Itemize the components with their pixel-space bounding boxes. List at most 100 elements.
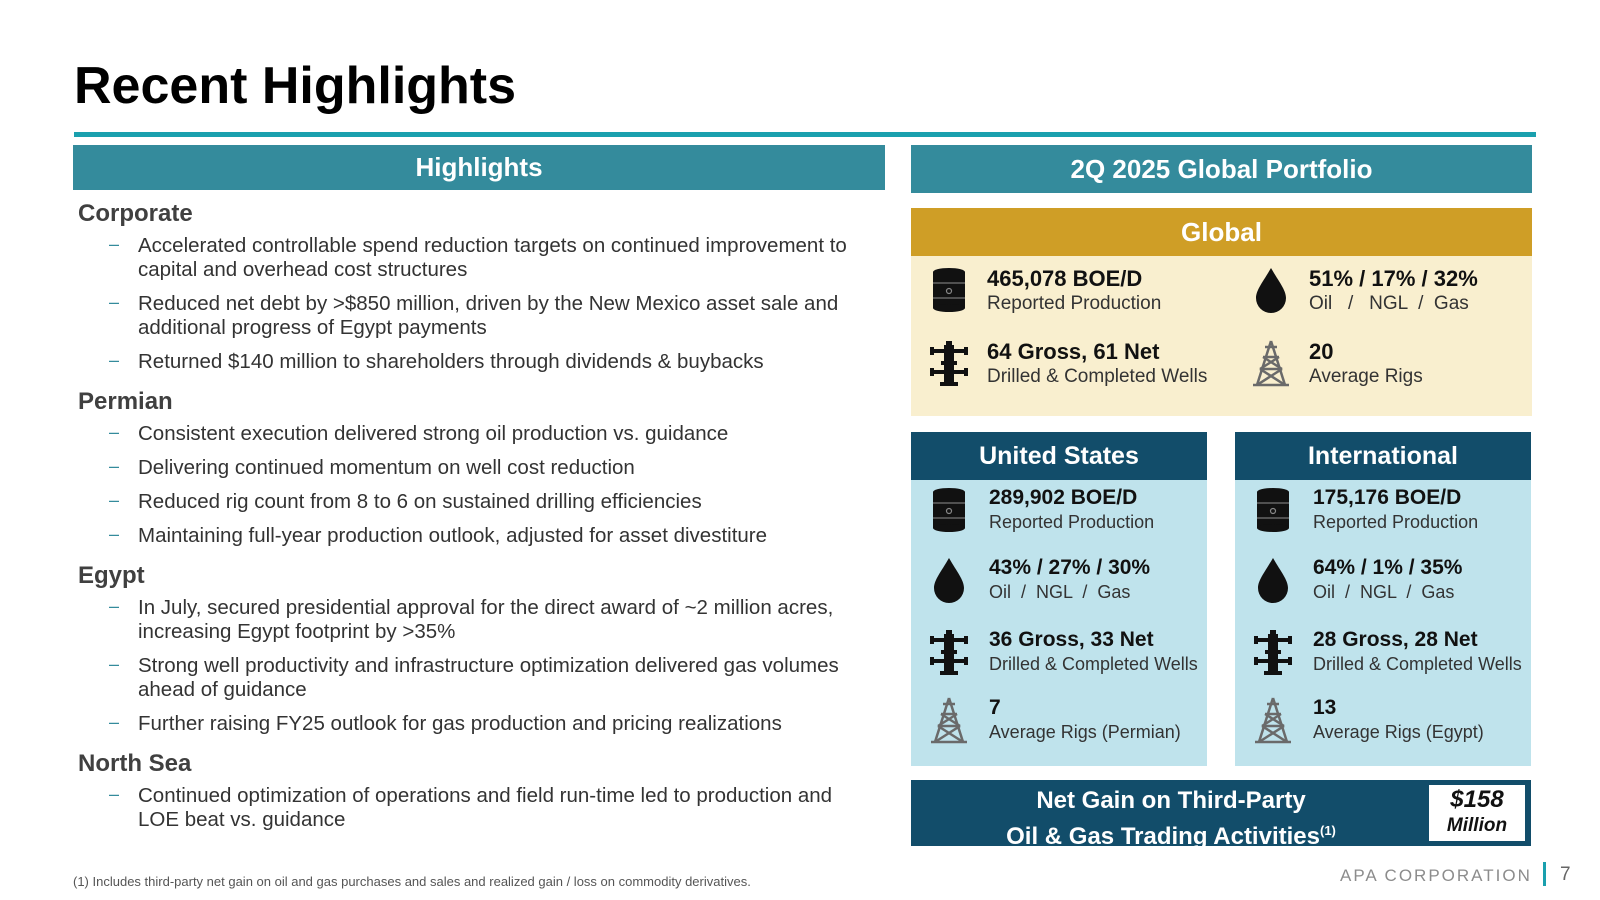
us-panel: 289,902 BOE/D Reported Production 43% / …: [911, 480, 1207, 766]
bullet-text: Continued optimization of operations and…: [138, 784, 833, 831]
international-panel: 175,176 BOE/D Reported Production 64% / …: [1235, 480, 1531, 766]
us-mix-value: 43% / 27% / 30%: [989, 556, 1151, 579]
trading-gain-line1: Net Gain on Third-Party: [1036, 787, 1306, 814]
highlights-header: Highlights: [73, 145, 885, 190]
us-rigs-value: 7: [989, 696, 1001, 719]
bullet-dash-icon: –: [109, 596, 120, 616]
bullet-dash-icon: –: [109, 524, 120, 544]
bullet-item: – Further raising FY25 outlook for gas pr…: [78, 712, 878, 736]
oil-barrel-icon: [1253, 486, 1293, 534]
drilling-rig-icon: [1253, 696, 1293, 744]
bullet-text: Maintaining full-year production outlook…: [138, 524, 768, 547]
global-production-value: 465,078 BOE/D: [987, 266, 1143, 291]
page-title: Recent Highlights: [74, 57, 517, 115]
us-rigs-label: Average Rigs (Permian): [989, 722, 1181, 742]
title-divider: [74, 132, 1536, 137]
bullet-list: – In July, secured presidential approval …: [78, 596, 878, 736]
global-header: Global: [911, 208, 1532, 256]
bullet-text: Further raising FY25 outlook for gas pro…: [138, 712, 782, 735]
bullet-dash-icon: –: [109, 292, 120, 312]
bullet-item: – Continued optimization of operations an…: [78, 784, 878, 832]
intl-rigs-value: 13: [1313, 696, 1337, 719]
us-wells-value: 36 Gross, 33 Net: [989, 628, 1154, 651]
wellhead-icon: [929, 628, 969, 676]
bullet-item: – Reduced net debt by >$850 million, driv…: [78, 292, 878, 340]
oil-drop-icon: [1251, 266, 1291, 314]
trading-gain-label: Net Gain on Third-Party Oil & Gas Tradin…: [911, 786, 1431, 852]
bullet-text: Accelerated controllable spend reduction…: [138, 234, 847, 281]
bullet-text: In July, secured presidential approval f…: [138, 596, 834, 643]
us-wells-label: Drilled & Completed Wells: [989, 654, 1198, 674]
bullet-dash-icon: –: [109, 654, 120, 674]
drilling-rig-icon: [929, 696, 969, 744]
brand-name: APA CORPORATION: [1340, 866, 1532, 885]
bullet-text: Consistent execution delivered strong oi…: [138, 422, 729, 445]
bullet-list: – Consistent execution delivered strong o…: [78, 422, 878, 548]
trading-gain-line2: Oil & Gas Trading Activities: [1006, 823, 1320, 850]
page-number: 7: [1560, 864, 1571, 885]
global-panel: 465,078 BOE/D Reported Production 51% / …: [911, 256, 1532, 416]
portfolio-header: 2Q 2025 Global Portfolio: [911, 145, 1532, 193]
intl-wells-label: Drilled & Completed Wells: [1313, 654, 1522, 674]
international-header: International: [1235, 432, 1531, 480]
bullet-dash-icon: –: [109, 784, 120, 804]
trading-gain-unit: Million: [1446, 815, 1508, 836]
bullet-dash-icon: –: [109, 490, 120, 510]
bullet-dash-icon: –: [109, 456, 120, 476]
section-title: Egypt: [78, 562, 145, 589]
bullet-dash-icon: –: [109, 350, 120, 370]
trading-gain-value-box: $158 Million: [1429, 785, 1525, 841]
drilling-rig-icon: [1251, 339, 1291, 387]
bullet-item: – Strong well productivity and infrastruc…: [78, 654, 878, 702]
global-mix-label: Oil / NGL / Gas: [1309, 293, 1469, 314]
bullet-item: – Reduced rig count from 8 to 6 on sustai…: [78, 490, 878, 514]
footer-divider: [1543, 862, 1546, 886]
global-wells-label: Drilled & Completed Wells: [987, 366, 1208, 387]
bullet-item: – Maintaining full-year production outloo…: [78, 524, 878, 548]
footnote-mark: (1): [1319, 823, 1336, 838]
trading-gain-box: Net Gain on Third-Party Oil & Gas Tradin…: [911, 780, 1531, 850]
bullet-item: – Accelerated controllable spend reductio…: [78, 234, 878, 282]
bullet-text: Strong well productivity and infrastruct…: [138, 654, 839, 701]
bullet-dash-icon: –: [109, 712, 120, 732]
section-title: Corporate: [78, 200, 193, 227]
footnote: (1) Includes third-party net gain on oil…: [73, 874, 751, 889]
us-production-label: Reported Production: [989, 512, 1155, 532]
global-mix-value: 51% / 17% / 32%: [1309, 266, 1478, 291]
bullet-dash-icon: –: [109, 422, 120, 442]
global-rigs-label: Average Rigs: [1309, 366, 1423, 387]
wellhead-icon: [1253, 628, 1293, 676]
trading-gain-value: $158: [1450, 786, 1504, 813]
intl-mix-label: Oil / NGL / Gas: [1313, 582, 1455, 602]
oil-drop-icon: [1253, 556, 1293, 604]
bullet-text: Delivering continued momentum on well co…: [138, 456, 635, 479]
wellhead-icon: [929, 339, 969, 387]
oil-barrel-icon: [929, 266, 969, 314]
global-wells-value: 64 Gross, 61 Net: [987, 339, 1160, 364]
bullet-list: – Accelerated controllable spend reductio…: [78, 234, 878, 374]
bullet-dash-icon: –: [109, 234, 120, 254]
intl-rigs-label: Average Rigs (Egypt): [1313, 722, 1484, 742]
bullet-item: – Returned $140 million to shareholders t…: [78, 350, 878, 374]
intl-mix-value: 64% / 1% / 35%: [1313, 556, 1463, 579]
bullet-item: – Delivering continued momentum on well c…: [78, 456, 878, 480]
us-header: United States: [911, 432, 1207, 480]
intl-production-label: Reported Production: [1313, 512, 1479, 532]
oil-drop-icon: [929, 556, 969, 604]
intl-production-value: 175,176 BOE/D: [1313, 486, 1462, 509]
section-title: North Sea: [78, 750, 192, 777]
highlights-body: Corporate – Accelerated controllable spend…: [78, 200, 878, 846]
section-title: Permian: [78, 388, 173, 415]
bullet-text: Reduced net debt by >$850 million, drive…: [138, 292, 839, 339]
global-rigs-value: 20: [1309, 339, 1334, 364]
bullet-list: – Continued optimization of operations an…: [78, 784, 878, 832]
intl-wells-value: 28 Gross, 28 Net: [1313, 628, 1478, 651]
global-production-label: Reported Production: [987, 293, 1162, 314]
bullet-item: – Consistent execution delivered strong o…: [78, 422, 878, 446]
bullet-item: – In July, secured presidential approval …: [78, 596, 878, 644]
bullet-text: Reduced rig count from 8 to 6 on sustain…: [138, 490, 702, 513]
oil-barrel-icon: [929, 486, 969, 534]
us-production-value: 289,902 BOE/D: [989, 486, 1138, 509]
bullet-text: Returned $140 million to shareholders th…: [138, 350, 764, 373]
us-mix-label: Oil / NGL / Gas: [989, 582, 1131, 602]
